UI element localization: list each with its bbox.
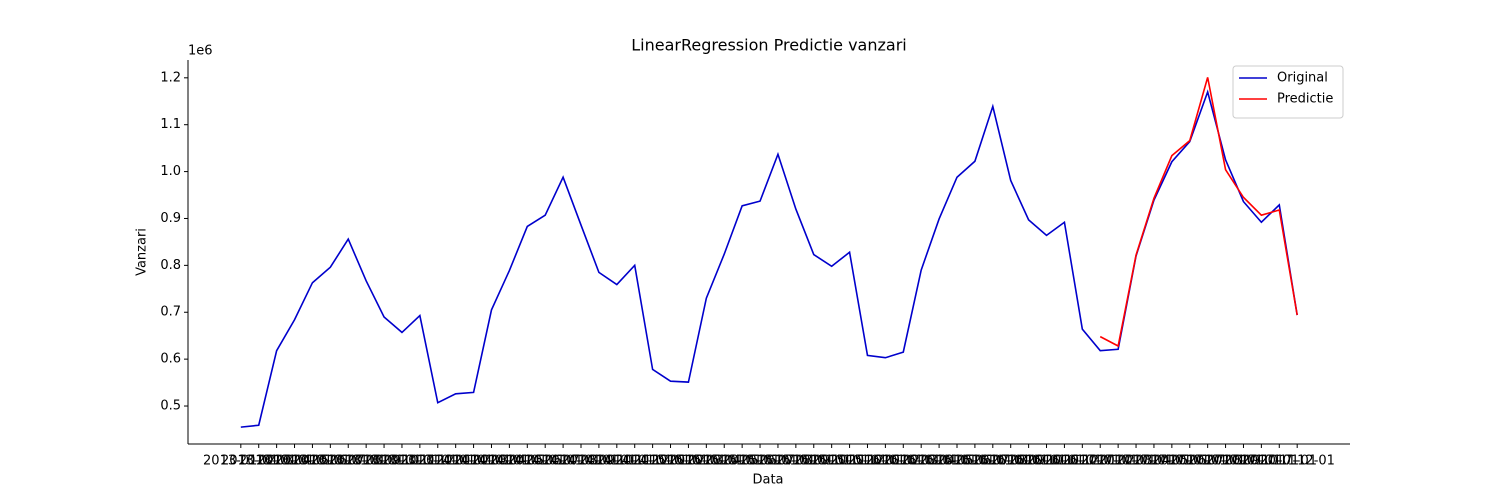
x-tick-label: 2013-07-01 bbox=[310, 454, 386, 469]
x-tick-label: 2015-09-01 bbox=[776, 454, 852, 469]
x-tick-label: 2016-12-01 bbox=[1045, 454, 1121, 469]
series-line bbox=[1099, 77, 1298, 348]
x-tick-label: 2015-10-01 bbox=[794, 454, 870, 469]
x-tick-label: 2013-03-01 bbox=[239, 454, 315, 469]
x-tick-label: 2017-12-01 bbox=[1259, 454, 1335, 469]
x-tick-label: 2013-12-01 bbox=[400, 454, 476, 469]
x-tick-label: 2014-10-01 bbox=[579, 454, 655, 469]
x-tick-label: 2013-06-01 bbox=[293, 454, 369, 469]
x-tick-label: 2014-01-01 bbox=[418, 454, 494, 469]
x-tick-label: 2016-02-01 bbox=[866, 454, 942, 469]
y-axis-label: Vanzari bbox=[135, 228, 150, 276]
x-tick-label: 2017-02-01 bbox=[1080, 454, 1156, 469]
x-tick-label: 2017-07-01 bbox=[1170, 454, 1246, 469]
x-tick-label: 2015-11-01 bbox=[812, 454, 888, 469]
x-tick-label: 2014-03-01 bbox=[454, 454, 530, 469]
x-axis-label: Data bbox=[752, 473, 783, 488]
y-tick-label: 0.9 bbox=[160, 211, 181, 226]
x-tick-label: 2016-11-01 bbox=[1027, 454, 1103, 469]
x-tick-label: 2016-06-01 bbox=[937, 454, 1013, 469]
y-offset-label: 1e6 bbox=[188, 44, 213, 59]
y-tick-label: 0.8 bbox=[160, 258, 181, 273]
x-tick-label: 2016-08-01 bbox=[973, 454, 1049, 469]
x-tick-label: 2016-09-01 bbox=[991, 454, 1067, 469]
x-tick-label: 2015-12-01 bbox=[830, 454, 906, 469]
x-tick-label: 2014-02-01 bbox=[436, 454, 512, 469]
x-tick-label: 2016-07-01 bbox=[955, 454, 1031, 469]
x-tick-label: 2014-12-01 bbox=[615, 454, 691, 469]
x-tick-label: 2016-10-01 bbox=[1009, 454, 1085, 469]
x-tick-label: 2017-01-01 bbox=[1062, 454, 1138, 469]
y-tick-label: 0.5 bbox=[160, 399, 181, 414]
x-tick-label: 2015-03-01 bbox=[669, 454, 745, 469]
x-tick-label: 2013-02-01 bbox=[221, 454, 297, 469]
y-tick-label: 1.0 bbox=[160, 164, 181, 179]
x-tick-label: 2017-11-01 bbox=[1241, 454, 1317, 469]
x-tick-label: 2017-05-01 bbox=[1134, 454, 1210, 469]
legend-label: Original bbox=[1277, 71, 1328, 86]
y-tick-label: 1.2 bbox=[160, 70, 181, 85]
x-tick-label: 2013-08-01 bbox=[328, 454, 404, 469]
chart-title: LinearRegression Predictie vanzari bbox=[631, 36, 906, 55]
x-tick-label: 2015-04-01 bbox=[686, 454, 762, 469]
legend-box bbox=[1232, 65, 1344, 119]
y-tick-label: 1.1 bbox=[160, 117, 181, 132]
x-tick-label: 2014-05-01 bbox=[490, 454, 566, 469]
x-tick-label: 2014-11-01 bbox=[597, 454, 673, 469]
x-tick-label: 2013-10-01 bbox=[364, 454, 440, 469]
x-tick-label: 2015-02-01 bbox=[651, 454, 727, 469]
x-tick-label: 2017-06-01 bbox=[1152, 454, 1228, 469]
x-tick-label: 2014-06-01 bbox=[507, 454, 583, 469]
x-tick-label: 2015-05-01 bbox=[704, 454, 780, 469]
x-tick-label: 2016-03-01 bbox=[883, 454, 959, 469]
x-tick-label: 2017-03-01 bbox=[1098, 454, 1174, 469]
x-tick-label: 2013-09-01 bbox=[346, 454, 422, 469]
y-tick-label: 0.6 bbox=[160, 352, 181, 367]
y-tick-label: 0.7 bbox=[160, 305, 181, 320]
x-tick-label: 2013-05-01 bbox=[275, 454, 351, 469]
x-tick-label: 2017-04-01 bbox=[1116, 454, 1192, 469]
x-tick-label: 2015-06-01 bbox=[722, 454, 798, 469]
x-tick-label: 2013-01-01 bbox=[203, 454, 279, 469]
legend-label: Predictie bbox=[1277, 92, 1333, 107]
x-tick-label: 2014-07-01 bbox=[525, 454, 601, 469]
x-tick-label: 2015-08-01 bbox=[758, 454, 834, 469]
x-tick-label: 2014-08-01 bbox=[543, 454, 619, 469]
x-tick-label: 2015-07-01 bbox=[740, 454, 816, 469]
series-line bbox=[240, 89, 1298, 428]
x-tick-label: 2016-01-01 bbox=[848, 454, 924, 469]
x-tick-label: 2014-04-01 bbox=[472, 454, 548, 469]
x-tick-label: 2016-04-01 bbox=[901, 454, 977, 469]
x-tick-label: 2016-05-01 bbox=[919, 454, 995, 469]
x-tick-label: 2015-01-01 bbox=[633, 454, 709, 469]
x-tick-label: 2014-09-01 bbox=[561, 454, 637, 469]
x-tick-label: 2017-09-01 bbox=[1206, 454, 1282, 469]
x-tick-label: 2017-10-01 bbox=[1224, 454, 1300, 469]
x-tick-label: 2013-04-01 bbox=[257, 454, 333, 469]
x-tick-label: 2013-11-01 bbox=[382, 454, 458, 469]
x-tick-label: 2017-08-01 bbox=[1188, 454, 1264, 469]
